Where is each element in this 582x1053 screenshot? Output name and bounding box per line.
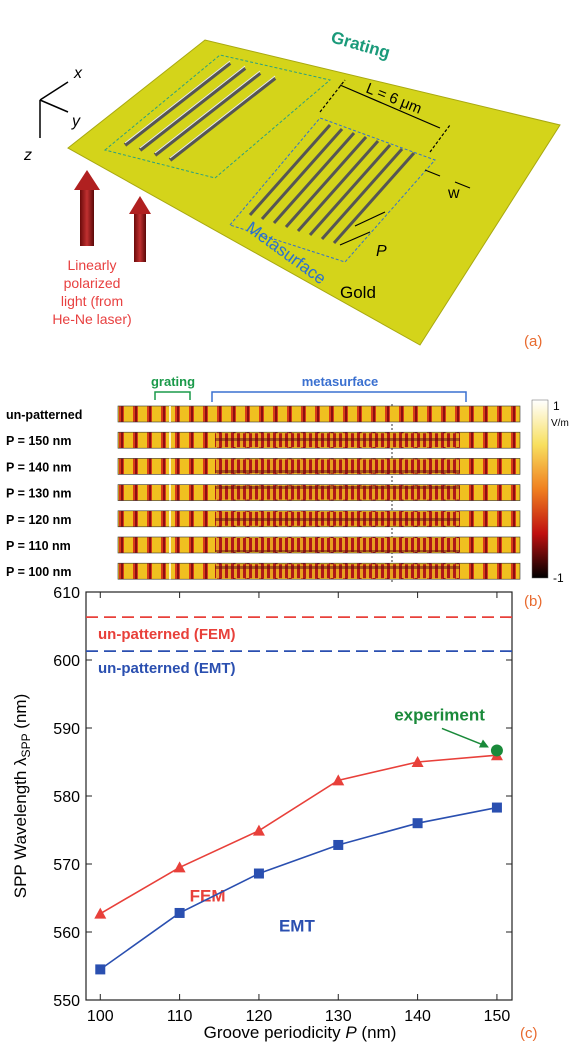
y-tick-label: 610 (53, 585, 80, 602)
data-point (332, 774, 345, 786)
x-tick-label: 120 (246, 1008, 273, 1025)
y-axis-label-part: SPP (19, 733, 33, 757)
field-map-metasurface (215, 538, 460, 552)
x-tick-label: 150 (484, 1008, 511, 1025)
data-point (333, 839, 344, 850)
colorbar-max: 1 (553, 399, 560, 413)
grating-grooves (123, 61, 277, 162)
y-tick-label: 570 (53, 857, 80, 874)
row-label: un-patterned (6, 408, 82, 422)
x-tick-label: 100 (87, 1008, 114, 1025)
panel-a: x y z Grating L = 6 μm w P Metasurface G… (23, 28, 561, 350)
row-label: P = 130 nm (6, 487, 71, 501)
grating-box (103, 54, 332, 179)
width-label: w (447, 185, 460, 202)
gold-plate (67, 39, 561, 346)
field-map-metasurface (215, 433, 460, 448)
light-arrows (74, 170, 151, 262)
data-point (412, 818, 423, 829)
row-label: P = 100 nm (6, 565, 71, 579)
data-point (95, 964, 106, 975)
data-point (253, 868, 264, 879)
reference-label: un-patterned (EMT) (98, 660, 235, 677)
series-label: EMT (279, 917, 316, 936)
row-label: P = 140 nm (6, 460, 71, 474)
plot-frame (85, 591, 513, 1001)
colorbar-unit: V/m (551, 418, 569, 429)
coordinate-axes (39, 81, 69, 138)
x-axis-label-part: P (345, 1023, 357, 1042)
y-tick-label: 550 (53, 993, 80, 1010)
x-axis-label: Groove periodicity P (nm) (204, 1023, 397, 1042)
experiment-arrowhead (478, 739, 489, 748)
field-map (117, 405, 521, 423)
field-map-metasurface (215, 485, 460, 500)
line-chart: Groove periodicity P (nm) SPP Wavelength… (11, 585, 538, 1042)
x-axis-label-part: (nm) (357, 1023, 397, 1042)
panel-b: grating metasurface 1 V/m -1 (b) un-patt… (6, 374, 569, 610)
metasurface-box (229, 117, 436, 263)
experiment-arrow (441, 727, 488, 748)
x-tick-label: 140 (404, 1008, 431, 1025)
data-point (491, 802, 502, 813)
grating-heading: grating (151, 374, 195, 389)
data-point (173, 861, 186, 873)
y-axis-label-part: SPP Wavelength λ (11, 757, 30, 898)
y-axis-label: SPP Wavelength λSPP (nm) (11, 694, 33, 899)
data-point (94, 907, 107, 919)
light-label: Linearly (67, 257, 116, 273)
grating-label: Grating (329, 28, 392, 63)
colorbar-min: -1 (553, 571, 564, 585)
data-point (174, 907, 185, 918)
data-point (411, 756, 424, 767)
y-tick-label: 560 (53, 925, 80, 942)
light-label: polarized (64, 275, 121, 291)
panel-tag: (a) (524, 333, 542, 350)
row-label: P = 150 nm (6, 434, 71, 448)
axis-label: y (71, 113, 81, 130)
row-label: P = 120 nm (6, 513, 71, 527)
field-map-metasurface (215, 459, 460, 474)
row-label: P = 110 nm (6, 539, 71, 553)
y-tick-label: 590 (53, 721, 80, 738)
panel-tag: (b) (524, 593, 542, 610)
metasurface-bracket (211, 391, 467, 402)
colorbar (531, 399, 549, 579)
light-label: He-Ne laser) (52, 311, 131, 327)
experiment-label: experiment (394, 705, 485, 724)
dimension-marks (319, 79, 471, 246)
experiment-point (490, 744, 503, 757)
series-line (99, 806, 498, 971)
x-tick-label: 110 (167, 1008, 193, 1025)
grating-bracket (154, 391, 191, 400)
reference-label: un-patterned (FEM) (98, 626, 235, 643)
series-line (99, 754, 497, 915)
metasurface-grooves (248, 124, 416, 244)
x-axis-label-part: Groove periodicity (204, 1023, 346, 1042)
y-tick-label: 600 (53, 653, 80, 670)
field-map-metasurface (215, 564, 460, 579)
series-label: FEM (190, 886, 226, 905)
metasurface-heading: metasurface (302, 374, 379, 389)
gold-label: Gold (340, 283, 376, 302)
axis-label: z (23, 147, 32, 164)
y-tick-label: 580 (53, 789, 80, 806)
x-tick-label: 130 (325, 1008, 352, 1025)
axis-label: x (73, 65, 83, 82)
panel-tag: (c) (520, 1025, 538, 1042)
y-axis-label-part: (nm) (11, 694, 30, 734)
field-map-metasurface (215, 511, 460, 526)
light-label: light (from (61, 293, 123, 309)
data-point (252, 824, 265, 836)
period-label: P (376, 243, 387, 260)
